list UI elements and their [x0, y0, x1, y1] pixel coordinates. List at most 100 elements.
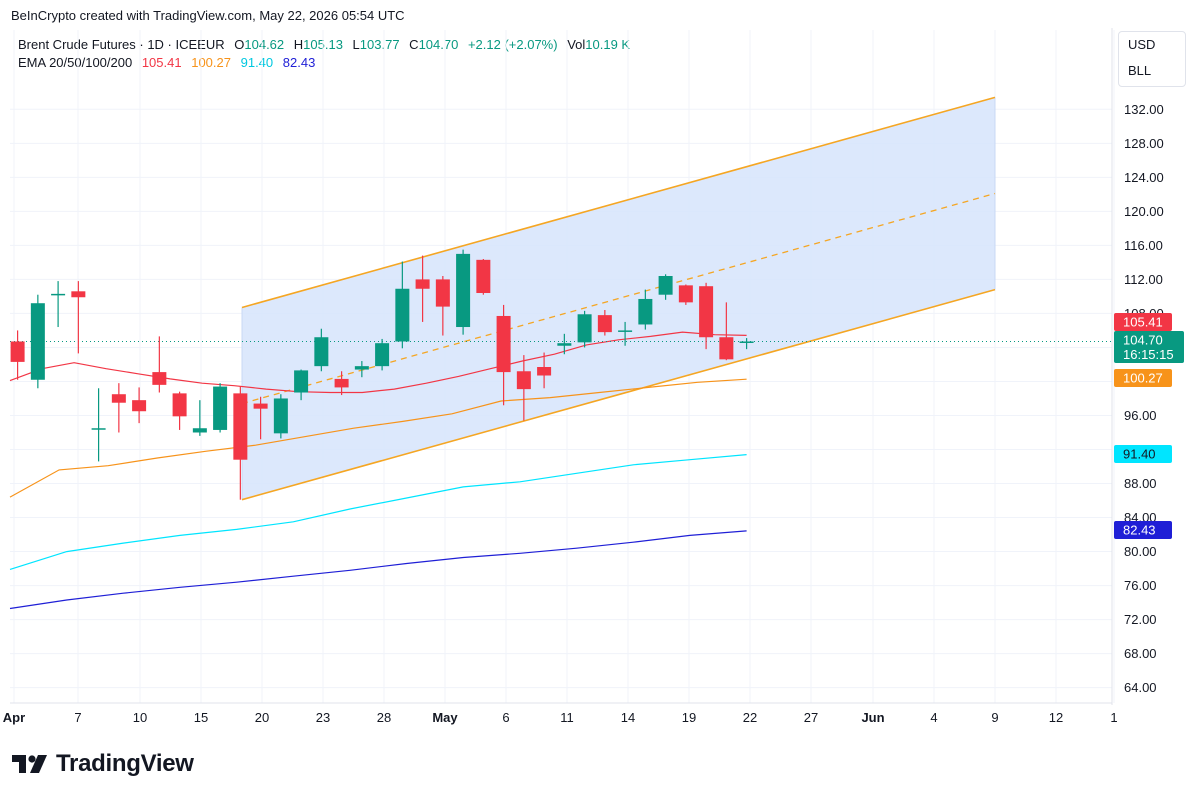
- candle-body: [111, 394, 126, 403]
- candle-body: [71, 291, 86, 298]
- price-label-box: [1114, 369, 1172, 387]
- time-tick-label: Jun: [861, 710, 884, 725]
- price-label-countdown: 16:15:15: [1123, 347, 1174, 362]
- price-label-box: [1114, 331, 1184, 363]
- candles: [10, 249, 754, 500]
- ema200-value: 82.43: [282, 55, 316, 70]
- time-tick-label: Apr: [3, 710, 25, 725]
- ema200-line: [9, 530, 747, 610]
- tradingview-logo-icon: [12, 755, 47, 773]
- credit-line: BeInCrypto created with TradingView.com,…: [11, 8, 405, 23]
- candle-body: [334, 378, 349, 388]
- time-tick-label: 12: [1049, 710, 1063, 725]
- candle-body: [516, 371, 531, 390]
- price-tick-label: 64.00: [1124, 680, 1157, 695]
- candle-body: [273, 398, 288, 434]
- candle-body: [739, 341, 754, 343]
- ohlc-legend: Brent Crude Futures · 1D · ICEEUR O104.6…: [18, 37, 630, 52]
- time-tick-label: 10: [133, 710, 147, 725]
- price-tick-label: 68.00: [1124, 646, 1157, 661]
- candle-body: [597, 315, 612, 333]
- high-label: H: [293, 37, 304, 52]
- candle-body: [618, 330, 633, 332]
- close-label: C: [409, 37, 419, 52]
- price-label-text: 91.40: [1123, 447, 1156, 462]
- price-tick-label: 124.00: [1124, 170, 1164, 185]
- price-tick-label: 72.00: [1124, 612, 1157, 627]
- time-tick-label: 23: [316, 710, 330, 725]
- ema-label[interactable]: EMA 20/50/100/200: [18, 55, 133, 70]
- candle-body: [496, 315, 511, 373]
- volume-label: Vol: [567, 37, 586, 52]
- ema20-line: [9, 331, 747, 394]
- time-axis[interactable]: Apr 7 10 15 20 23 28 May 6 11 14 19 22 27 Jun 4 9 12 1: [3, 710, 1118, 725]
- tradingview-logo-text: TradingView: [56, 750, 194, 777]
- candle-body: [172, 393, 187, 417]
- change-value: +2.12 (+2.07%): [467, 37, 558, 52]
- candle-body: [395, 288, 410, 342]
- time-tick-label: 1: [1110, 710, 1117, 725]
- candle-body: [719, 337, 734, 360]
- channel-lower-line: [241, 288, 996, 501]
- unit-label[interactable]: BLL: [1128, 63, 1152, 78]
- candle-body: [10, 341, 25, 362]
- candle-body: [213, 386, 228, 430]
- ema-lines: [9, 331, 1112, 610]
- price-axis[interactable]: 132.00128.00124.00120.00116.00112.00108.…: [1124, 102, 1164, 695]
- candle-body: [557, 343, 572, 346]
- time-tick-label: 20: [255, 710, 269, 725]
- candle-body: [375, 343, 390, 367]
- candle-body: [658, 275, 673, 295]
- price-tick-label: 80.00: [1124, 544, 1157, 559]
- ema20-value: 105.41: [141, 55, 182, 70]
- candle-body: [354, 366, 369, 370]
- time-tick-label: 28: [377, 710, 391, 725]
- price-label-box: [1114, 313, 1172, 331]
- candle-body: [476, 259, 491, 294]
- channel-upper-line: [241, 96, 996, 309]
- price-label-box: [1114, 445, 1172, 463]
- open-label: O: [234, 37, 245, 52]
- price-tick-label: 112.00: [1124, 272, 1163, 287]
- candle-body: [435, 279, 450, 307]
- price-label-text: 104.70: [1123, 333, 1163, 348]
- ema50-line: [9, 378, 747, 498]
- currency-label[interactable]: USD: [1128, 37, 1156, 52]
- price-label-text: 100.27: [1123, 371, 1163, 386]
- candle-body: [294, 370, 309, 393]
- candle-body: [456, 253, 471, 328]
- time-tick-label: 15: [194, 710, 208, 725]
- candle-body: [638, 298, 653, 325]
- candle-body: [699, 286, 714, 338]
- symbol-title[interactable]: Brent Crude Futures · 1D · ICEEUR: [18, 37, 225, 52]
- price-tick-label: 120.00: [1124, 204, 1164, 219]
- candle-body: [152, 372, 167, 385]
- time-tick-label: 14: [621, 710, 635, 725]
- unit-selector[interactable]: USD BLL: [1118, 31, 1186, 87]
- candle-body: [577, 314, 592, 343]
- time-tick-label: 7: [74, 710, 81, 725]
- low-label: L: [352, 37, 360, 52]
- volume-value: 10.19 K: [585, 37, 631, 52]
- price-label-text: 105.41: [1123, 315, 1163, 330]
- price-tick-label: 128.00: [1124, 136, 1164, 151]
- candle-body: [132, 400, 147, 412]
- candle-body: [30, 303, 45, 380]
- price-tick-label: 88.00: [1124, 476, 1157, 491]
- time-tick-label: 22: [743, 710, 757, 725]
- tradingview-logo: TradingView: [12, 750, 194, 778]
- candle-body: [91, 428, 106, 430]
- price-tick-label: 76.00: [1124, 578, 1157, 593]
- ema100-value: 91.40: [240, 55, 274, 70]
- open-value: 104.62: [244, 37, 285, 52]
- time-tick-label: 19: [682, 710, 696, 725]
- candle-body: [51, 293, 66, 296]
- channel-mid-line: [241, 192, 996, 405]
- candle-body: [253, 403, 268, 409]
- time-tick-label: 9: [991, 710, 998, 725]
- candle-body: [537, 367, 552, 376]
- time-tick-label: 4: [930, 710, 937, 725]
- candle-body: [192, 428, 207, 433]
